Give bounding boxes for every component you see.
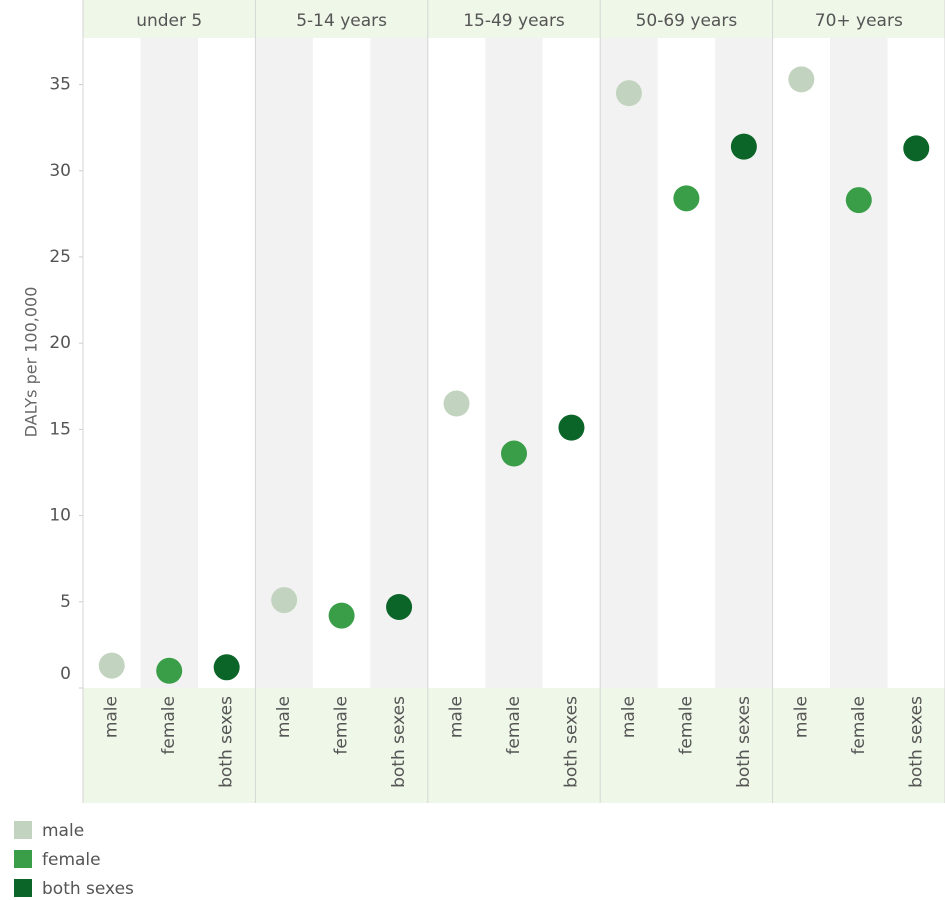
x-tick-label: both sexes	[389, 696, 409, 788]
y-tick-label: 20	[49, 333, 71, 353]
column-stripe	[370, 38, 428, 688]
header-band	[83, 0, 945, 38]
dot	[501, 440, 527, 467]
category-band	[83, 688, 945, 803]
x-tick-label: female	[849, 696, 869, 755]
dot	[558, 414, 585, 441]
x-tick-label: female	[332, 696, 352, 755]
column-stripe	[140, 38, 198, 688]
column-stripe	[485, 38, 543, 688]
y-tick-label: 35	[49, 75, 71, 95]
facet-label: 15-49 years	[463, 11, 565, 31]
dot	[271, 587, 298, 614]
y-tick-label: 15	[49, 419, 71, 439]
y-tick-label: 30	[49, 161, 71, 181]
facet-label: 5-14 years	[296, 11, 387, 31]
x-tick-label: both sexes	[734, 696, 754, 788]
x-tick-label: female	[159, 696, 179, 755]
facet-label: under 5	[136, 11, 202, 31]
dot	[328, 602, 355, 629]
y-tick-label: 5	[60, 592, 71, 612]
dot	[156, 657, 183, 684]
y-tick-label: 25	[49, 247, 71, 267]
legend-swatch	[14, 821, 32, 839]
x-tick-label: male	[791, 696, 811, 738]
x-tick-label: both sexes	[906, 696, 926, 788]
legend-label: male	[42, 821, 84, 841]
y-tick-label: 10	[49, 506, 71, 526]
dot	[903, 135, 930, 162]
dot	[98, 652, 125, 679]
dot	[788, 66, 815, 93]
legend-label: both sexes	[42, 879, 134, 899]
dot	[386, 593, 413, 620]
x-tick-label: male	[102, 696, 122, 738]
legend-label: female	[42, 850, 101, 870]
dot	[213, 654, 240, 681]
x-tick-label: male	[447, 696, 467, 738]
x-tick-label: female	[504, 696, 524, 755]
column-stripe	[600, 38, 658, 688]
dot	[730, 133, 757, 160]
x-tick-label: male	[619, 696, 639, 738]
y-axis-title: DALYs per 100,000	[22, 287, 41, 438]
x-tick-label: female	[676, 696, 696, 755]
x-tick-label: both sexes	[561, 696, 581, 788]
legend-swatch	[14, 879, 32, 897]
legend-swatch	[14, 850, 32, 868]
dot	[845, 187, 872, 214]
facet-label: 70+ years	[815, 11, 903, 31]
dot	[443, 390, 470, 417]
x-tick-label: both sexes	[217, 696, 237, 788]
column-stripe	[830, 38, 888, 688]
dot	[615, 80, 642, 107]
facet-label: 50-69 years	[636, 11, 738, 31]
dot	[673, 185, 700, 212]
x-tick-label: male	[274, 696, 294, 738]
column-stripe	[255, 38, 313, 688]
y-tick-label: 0	[60, 664, 71, 684]
